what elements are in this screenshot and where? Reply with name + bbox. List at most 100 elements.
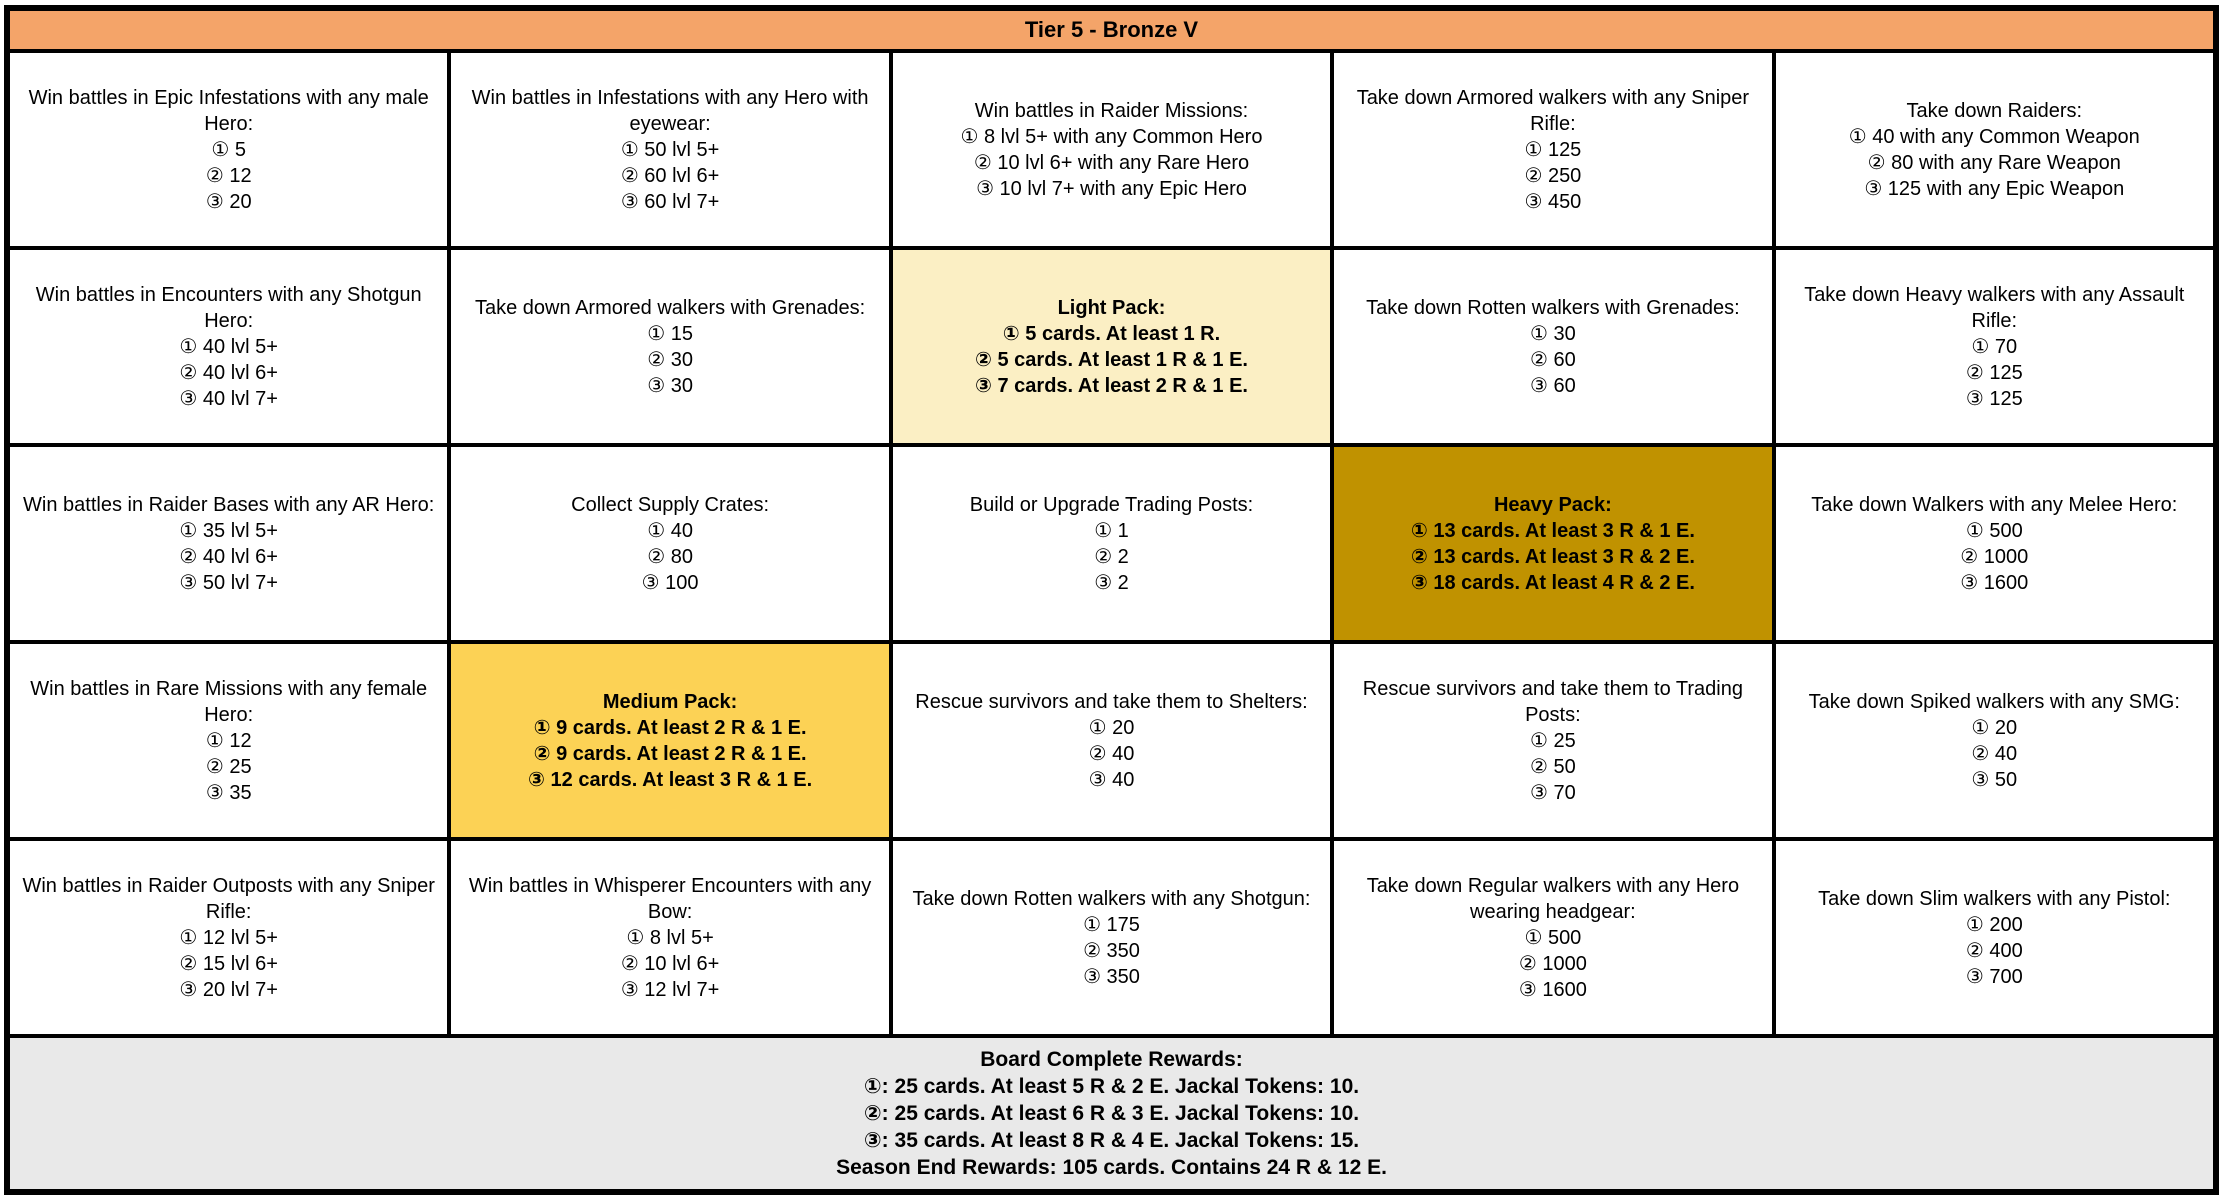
mission-goal-3: ③ 700 xyxy=(1965,965,2023,988)
mission-cell: Win battles in Whisperer Encounters with… xyxy=(451,841,889,1034)
mission-goal-2: ② 12 xyxy=(205,164,252,187)
mission-desc: Take down Walkers with any Melee Hero: xyxy=(1811,493,2178,516)
medium-pack-cell: Medium Pack: ① 9 cards. At least 2 R & 1… xyxy=(451,644,889,837)
mission-goal-1: ① 12 xyxy=(205,729,252,752)
mission-goal-1: ① 40 lvl 5+ xyxy=(179,335,278,358)
board-title: Tier 5 - Bronze V xyxy=(1024,17,1199,42)
mission-goal-1: ① 30 xyxy=(1530,322,1576,345)
mission-goal-3: ③ 20 xyxy=(205,190,252,213)
mission-cell: Rescue survivors and take them to Tradin… xyxy=(1334,644,1772,837)
mission-cell: Take down Regular walkers with any Hero … xyxy=(1334,841,1772,1034)
board-complete-rewards: Board Complete Rewards: ①: 25 cards. At … xyxy=(10,1038,2213,1189)
pack-goal-1: ① 5 cards. At least 1 R. xyxy=(1002,322,1221,345)
mission-cell: Win battles in Raider Missions: ① 8 lvl … xyxy=(892,53,1331,246)
mission-desc: Win battles in Whisperer Encounters with… xyxy=(468,874,872,923)
mission-goal-1: ① 35 lvl 5+ xyxy=(179,519,278,542)
mission-goal-1: ① 8 lvl 5+ with any Common Hero xyxy=(960,125,1263,148)
mission-goal-2: ② 80 with any Rare Weapon xyxy=(1867,151,2121,174)
footer-reward-1: ①: 25 cards. At least 5 R & 2 E. Jackal … xyxy=(863,1075,1360,1098)
mission-desc: Win battles in Raider Bases with any AR … xyxy=(23,493,435,516)
mission-goal-2: ② 40 lvl 6+ xyxy=(179,361,278,384)
mission-desc: Take down Armored walkers with Grenades: xyxy=(475,296,866,319)
mission-desc: Win battles in Infestations with any Her… xyxy=(471,86,869,135)
mission-desc: Win battles in Encounters with any Shotg… xyxy=(35,283,422,332)
mission-goal-2: ② 50 xyxy=(1530,755,1576,778)
mission-cell: Win battles in Raider Bases with any AR … xyxy=(10,447,448,640)
pack-title: Medium Pack: xyxy=(602,690,738,713)
pack-goal-1: ① 9 cards. At least 2 R & 1 E. xyxy=(533,716,807,739)
mission-goal-2: ② 1000 xyxy=(1518,952,1587,975)
board-title-bar: Tier 5 - Bronze V xyxy=(10,11,2213,49)
mission-goal-3: ③ 60 lvl 7+ xyxy=(620,190,720,213)
mission-goal-3: ③ 70 xyxy=(1530,781,1576,804)
mission-goal-3: ③ 10 lvl 7+ with any Epic Hero xyxy=(976,177,1247,200)
mission-goal-2: ② 1000 xyxy=(1960,545,2029,568)
mission-goal-2: ② 10 lvl 6+ with any Rare Hero xyxy=(973,151,1250,174)
mission-cell: Take down Raiders: ① 40 with any Common … xyxy=(1775,53,2213,246)
mission-goal-3: ③ 125 xyxy=(1965,387,2023,410)
mission-goal-3: ③ 40 xyxy=(1088,768,1135,791)
mission-cell: Take down Walkers with any Melee Hero: ①… xyxy=(1775,447,2213,640)
mission-desc: Take down Raiders: xyxy=(1906,99,2083,122)
mission-cell: Take down Heavy walkers with any Assault… xyxy=(1775,250,2213,443)
mission-cell: Take down Slim walkers with any Pistol: … xyxy=(1775,841,2213,1034)
mission-goal-1: ① 70 xyxy=(1971,335,2018,358)
mission-goal-3: ③ 30 xyxy=(647,374,693,397)
mission-goal-3: ③ 35 xyxy=(205,781,252,804)
pack-goal-2: ② 5 cards. At least 1 R & 1 E. xyxy=(975,348,1248,371)
mission-desc: Take down Slim walkers with any Pistol: xyxy=(1818,887,2171,910)
pack-goal-3: ③ 7 cards. At least 2 R & 1 E. xyxy=(975,374,1248,397)
mission-goal-2: ② 400 xyxy=(1965,939,2023,962)
mission-desc: Rescue survivors and take them to Tradin… xyxy=(1362,677,1743,726)
mission-goal-1: ① 15 xyxy=(647,322,693,345)
mission-cell: Win battles in Encounters with any Shotg… xyxy=(10,250,448,443)
mission-cell: Win battles in Epic Infestations with an… xyxy=(10,53,448,246)
mission-goal-3: ③ 12 lvl 7+ xyxy=(620,978,720,1001)
mission-cell: Win battles in Rare Missions with any fe… xyxy=(10,644,448,837)
mission-goal-2: ② 350 xyxy=(1083,939,1140,962)
mission-goal-3: ③ 1600 xyxy=(1960,571,2029,594)
mission-cell: Win battles in Infestations with any Her… xyxy=(451,53,889,246)
mission-goal-3: ③ 50 xyxy=(1971,768,2018,791)
mission-goal-1: ① 40 with any Common Weapon xyxy=(1848,125,2140,148)
mission-cell: Collect Supply Crates: ① 40 ② 80 ③ 100 xyxy=(451,447,889,640)
mission-goal-1: ① 40 xyxy=(647,519,693,542)
footer-reward-2: ②: 25 cards. At least 6 R & 3 E. Jackal … xyxy=(863,1102,1360,1125)
mission-goal-3: ③ 60 xyxy=(1530,374,1576,397)
mission-goal-2: ② 125 xyxy=(1965,361,2023,384)
pack-goal-3: ③ 12 cards. At least 3 R & 1 E. xyxy=(528,768,813,791)
heavy-pack-cell: Heavy Pack: ① 13 cards. At least 3 R & 1… xyxy=(1334,447,1772,640)
mission-goal-1: ① 200 xyxy=(1965,913,2023,936)
mission-goal-3: ③ 40 lvl 7+ xyxy=(179,387,278,410)
mission-goal-1: ① 500 xyxy=(1965,519,2023,542)
mission-desc: Win battles in Raider Outposts with any … xyxy=(22,874,435,923)
mission-goal-3: ③ 350 xyxy=(1083,965,1140,988)
mission-goal-2: ② 40 lvl 6+ xyxy=(179,545,278,568)
pack-goal-2: ② 9 cards. At least 2 R & 1 E. xyxy=(533,742,807,765)
mission-cell: Rescue survivors and take them to Shelte… xyxy=(892,644,1331,837)
footer-title: Board Complete Rewards: xyxy=(980,1048,1243,1071)
mission-goal-1: ① 125 xyxy=(1524,138,1582,161)
mission-cell: Take down Rotten walkers with Grenades: … xyxy=(1334,250,1772,443)
pack-goal-2: ② 13 cards. At least 3 R & 2 E. xyxy=(1410,545,1695,568)
mission-goal-1: ① 50 lvl 5+ xyxy=(620,138,720,161)
mission-cell: Take down Armored walkers with any Snipe… xyxy=(1334,53,1772,246)
mission-goal-3: ③ 450 xyxy=(1524,190,1582,213)
mission-goal-3: ③ 1600 xyxy=(1518,978,1587,1001)
mission-goal-1: ① 12 lvl 5+ xyxy=(179,926,278,949)
mission-desc: Take down Rotten walkers with Grenades: xyxy=(1366,296,1740,319)
mission-desc: Take down Rotten walkers with any Shotgu… xyxy=(912,887,1311,910)
mission-goal-3: ③ 125 with any Epic Weapon xyxy=(1864,177,2125,200)
mission-cell: Take down Rotten walkers with any Shotgu… xyxy=(892,841,1331,1034)
mission-desc: Win battles in Rare Missions with any fe… xyxy=(30,677,428,726)
mission-goal-2: ② 30 xyxy=(647,348,693,371)
mission-desc: Rescue survivors and take them to Shelte… xyxy=(915,690,1308,713)
mission-goal-1: ① 20 xyxy=(1971,716,2018,739)
mission-goal-2: ② 10 lvl 6+ xyxy=(620,952,720,975)
mission-goal-2: ② 80 xyxy=(647,545,693,568)
mission-desc: Collect Supply Crates: xyxy=(571,493,770,516)
pack-title: Light Pack: xyxy=(1057,296,1166,319)
mission-cell: Build or Upgrade Trading Posts: ① 1 ② 2 … xyxy=(892,447,1331,640)
mission-goal-3: ③ 2 xyxy=(1094,571,1129,594)
mission-goal-3: ③ 50 lvl 7+ xyxy=(179,571,278,594)
